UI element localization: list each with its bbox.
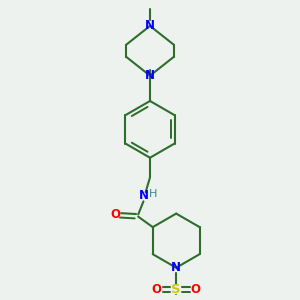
Text: N: N <box>145 20 155 32</box>
Text: H: H <box>149 188 157 199</box>
Text: N: N <box>145 69 155 82</box>
Text: N: N <box>139 189 148 202</box>
Text: S: S <box>171 283 181 296</box>
Text: O: O <box>110 208 121 221</box>
Text: O: O <box>152 283 161 296</box>
Text: O: O <box>191 283 201 296</box>
Text: N: N <box>171 261 181 274</box>
